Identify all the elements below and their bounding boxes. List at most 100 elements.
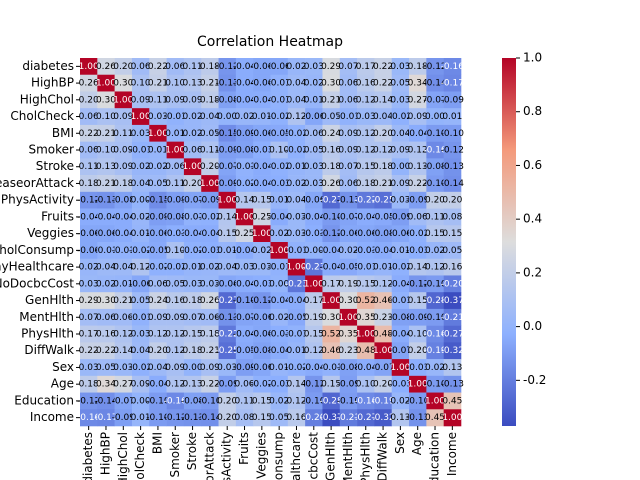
heatmap-cell — [339, 325, 358, 343]
heatmap-cell — [131, 74, 150, 92]
cell-label: 0.22 — [408, 179, 428, 189]
heatmap-cell — [80, 191, 98, 209]
cell-label: 0.21 — [96, 179, 116, 189]
y-tick-label: GenHlth — [25, 293, 74, 307]
heatmap-cell — [357, 308, 375, 326]
heatmap-cell — [149, 175, 167, 193]
heatmap-cell — [97, 124, 115, 142]
heatmap-cell — [443, 275, 462, 293]
cell-label: 0.03 — [131, 330, 151, 340]
heatmap-cell — [80, 141, 98, 159]
heatmap-cell — [97, 242, 115, 260]
heatmap-cell — [201, 325, 219, 343]
heatmap-cell — [409, 342, 427, 360]
heatmap-cell — [305, 141, 323, 159]
cell-label: -0.04 — [233, 62, 257, 72]
cell-label: -0.09 — [198, 196, 222, 206]
heatmap-cell — [166, 175, 185, 193]
heatmap-cell — [253, 409, 271, 427]
cell-label: -0.37 — [319, 413, 342, 423]
heatmap-cell — [270, 74, 289, 92]
heatmap-cell — [374, 359, 393, 377]
cell-label: 1.00 — [408, 380, 428, 390]
cell-label: 0.15 — [252, 413, 272, 423]
cell-label: -0.16 — [77, 413, 101, 423]
heatmap-cell — [391, 175, 410, 193]
cell-label: 1.00 — [338, 313, 358, 323]
heatmap-cell — [357, 242, 375, 260]
cell-label: 0.14 — [408, 263, 428, 273]
heatmap-cell — [287, 58, 306, 76]
heatmap-cell — [339, 242, 358, 260]
heatmap-cell — [218, 375, 237, 393]
heatmap-cell — [166, 108, 185, 126]
heatmap-cell — [339, 124, 358, 142]
cell-label: 0.22 — [79, 346, 99, 356]
heatmap-cell — [149, 108, 167, 126]
cell-label: -0.02 — [129, 363, 152, 373]
cell-label: -0.12 — [423, 62, 446, 72]
heatmap-cell — [97, 409, 115, 427]
cell-label: 0.01 — [442, 112, 462, 122]
cell-label: 1.00 — [269, 246, 289, 256]
x-tick-label: AnyHealthcare — [289, 432, 303, 480]
y-tick-label: Education — [14, 393, 74, 407]
heatmap-cell — [391, 325, 410, 343]
cell-label: 0.03 — [217, 363, 237, 373]
x-tick-label: DiffWalk — [376, 432, 390, 480]
heatmap-cell — [374, 208, 393, 226]
cell-label: -0.04 — [233, 279, 257, 289]
heatmap-cell — [322, 158, 341, 176]
heatmap-cell — [114, 359, 133, 377]
heatmap-cell — [391, 124, 410, 142]
cell-label: 1.00 — [373, 346, 393, 356]
heatmap-cell — [183, 342, 202, 360]
heatmap-cell — [374, 242, 393, 260]
cell-label: 0.10 — [165, 246, 185, 256]
heatmap-cell — [426, 74, 444, 92]
cell-label: -0.02 — [285, 146, 308, 156]
heatmap-cell — [253, 225, 271, 243]
heatmap-cell — [339, 258, 358, 276]
cell-label: 0.01 — [286, 162, 306, 172]
heatmap-cell — [201, 392, 219, 410]
heatmap-cell — [391, 108, 410, 126]
heatmap-cell — [97, 342, 115, 360]
y-tick-label: DiffWalk — [24, 343, 74, 357]
heatmap-cell — [235, 275, 254, 293]
cell-label: 0.48 — [373, 330, 393, 340]
cell-label: 0.02 — [286, 62, 306, 72]
heatmap-cell — [339, 158, 358, 176]
heatmap-cell — [443, 292, 462, 310]
cell-label: 0.30 — [338, 296, 358, 306]
cell-label: 0.04 — [286, 79, 306, 89]
cell-label: -0.01 — [337, 112, 360, 122]
heatmap-cell — [339, 141, 358, 159]
cell-label: 0.22 — [148, 62, 168, 72]
heatmap-cell — [443, 409, 462, 427]
cell-label: 0.10 — [269, 146, 289, 156]
heatmap-cell — [409, 141, 427, 159]
cell-label: -0.16 — [164, 396, 188, 406]
heatmap-cell — [201, 74, 219, 92]
heatmap-cell — [114, 342, 133, 360]
heatmap-cell — [322, 308, 341, 326]
colorbar-tick-label: 0.6 — [523, 158, 542, 172]
cell-label: 0.02 — [269, 313, 289, 323]
cell-label: 0.18 — [408, 62, 428, 72]
heatmap-cell — [374, 108, 393, 126]
cell-label: -0.02 — [250, 380, 273, 390]
heatmap-cell — [97, 208, 115, 226]
cell-label: 0.00 — [425, 112, 445, 122]
heatmap-cell — [218, 225, 237, 243]
heatmap-cell — [80, 74, 98, 92]
cell-label: -0.03 — [250, 146, 273, 156]
heatmap-cell — [270, 158, 289, 176]
cell-label: -0.04 — [302, 212, 326, 222]
heatmap-cell — [253, 292, 271, 310]
heatmap-cell — [322, 292, 341, 310]
heatmap-cell — [270, 258, 289, 276]
x-tick-label: Stroke — [185, 432, 199, 470]
heatmap-cell — [149, 225, 167, 243]
